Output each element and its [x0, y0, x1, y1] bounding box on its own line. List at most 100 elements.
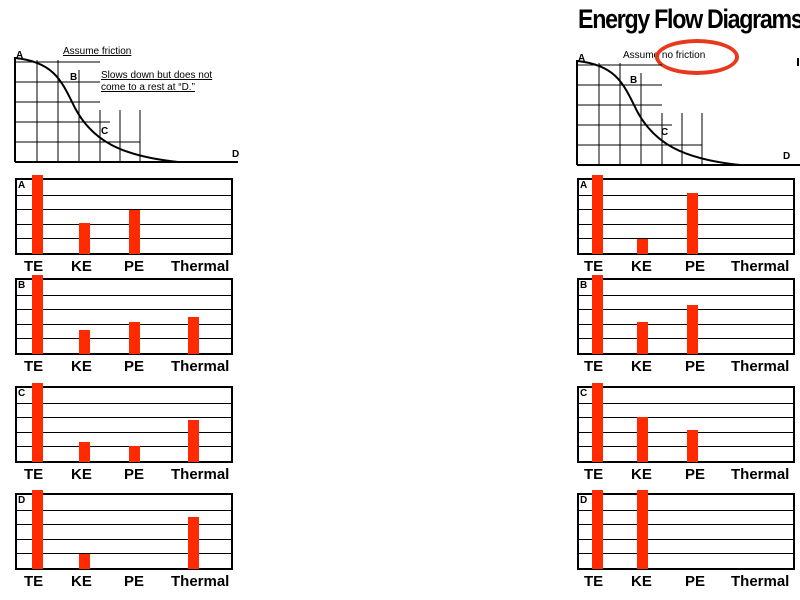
- chart-gridline: [17, 510, 231, 511]
- axis-label-te: TE: [24, 358, 44, 375]
- chart-gridline: [579, 524, 793, 525]
- axis-label-thermal: Thermal: [171, 573, 230, 590]
- chart-gridline: [579, 417, 793, 418]
- edge-fragment: [797, 58, 799, 66]
- energy-bar-te: [592, 275, 603, 354]
- axis-label-ke: KE: [71, 258, 92, 275]
- chart-gridline: [17, 195, 231, 196]
- energy-bar-pe: [687, 193, 698, 254]
- axis-label-ke: KE: [71, 466, 92, 483]
- axis-label-thermal: Thermal: [171, 358, 230, 375]
- energy-bar-pe: [129, 446, 140, 462]
- axis-label-thermal: Thermal: [731, 358, 790, 375]
- chart-gridline: [579, 324, 793, 325]
- axis-label-te: TE: [584, 466, 604, 483]
- axis-label-ke: KE: [71, 573, 92, 590]
- left-point-b-label: B: [70, 72, 78, 83]
- energy-bar-te: [592, 383, 603, 462]
- chart-gridline: [579, 510, 793, 511]
- right-point-d-label: D: [783, 151, 791, 162]
- energy-bar-thermal: [188, 420, 199, 462]
- axis-label-te: TE: [584, 358, 604, 375]
- energy-bar-te: [32, 175, 43, 254]
- axis-label-pe: PE: [685, 573, 706, 590]
- axis-label-te: TE: [584, 573, 604, 590]
- axis-label-thermal: Thermal: [731, 573, 790, 590]
- axis-label-ke: KE: [631, 573, 652, 590]
- chart-letter-label: A: [580, 180, 588, 191]
- chart-gridline: [579, 446, 793, 447]
- chart-gridline: [579, 209, 793, 210]
- right-point-b-label: B: [630, 75, 638, 86]
- right-track-curve: [576, 60, 741, 166]
- left-chart-a: [15, 178, 233, 255]
- chart-gridline: [579, 403, 793, 404]
- chart-gridline: [17, 309, 231, 310]
- energy-bar-ke: [637, 490, 648, 569]
- energy-bar-te: [592, 175, 603, 254]
- energy-bar-ke: [79, 330, 90, 354]
- energy-bar-thermal: [188, 317, 199, 354]
- axis-label-ke: KE: [631, 466, 652, 483]
- chart-gridline: [17, 417, 231, 418]
- axis-label-pe: PE: [124, 258, 145, 275]
- chart-gridline: [17, 553, 231, 554]
- left-track-curve: [14, 57, 179, 163]
- axis-label-pe: PE: [685, 258, 706, 275]
- energy-bar-ke: [637, 239, 648, 254]
- left-assumption: Assume friction: [63, 46, 132, 57]
- chart-gridline: [17, 539, 231, 540]
- left-point-d-label: D: [232, 149, 240, 160]
- energy-bar-te: [32, 383, 43, 462]
- chart-letter-label: C: [18, 388, 26, 399]
- axis-label-thermal: Thermal: [731, 466, 790, 483]
- chart-gridline: [17, 238, 231, 239]
- axis-label-thermal: Thermal: [171, 466, 230, 483]
- energy-bar-pe: [687, 430, 698, 462]
- left-note-line1: Slows down but does not: [101, 70, 213, 81]
- right-chart-b: [577, 278, 795, 355]
- left-note-line2: come to a rest at “D.”: [101, 82, 195, 93]
- page-title: Energy Flow Diagrams: [578, 4, 800, 34]
- chart-gridline: [579, 432, 793, 433]
- axis-label-te: TE: [584, 258, 604, 275]
- axis-label-te: TE: [24, 258, 44, 275]
- energy-bar-te: [32, 490, 43, 569]
- chart-gridline: [579, 238, 793, 239]
- chart-gridline: [17, 209, 231, 210]
- chart-gridline: [17, 432, 231, 433]
- right-point-c-label: C: [661, 127, 669, 138]
- chart-gridline: [579, 295, 793, 296]
- right-chart-c: [577, 386, 795, 463]
- axis-label-ke: KE: [631, 258, 652, 275]
- chart-gridline: [17, 524, 231, 525]
- energy-bar-pe: [687, 305, 698, 354]
- chart-gridline: [579, 224, 793, 225]
- energy-bar-pe: [129, 322, 140, 354]
- energy-bar-te: [32, 275, 43, 354]
- right-point-a-label: A: [578, 53, 586, 64]
- chart-letter-label: A: [18, 180, 26, 191]
- chart-letter-label: B: [18, 280, 26, 291]
- axis-label-ke: KE: [631, 358, 652, 375]
- axis-label-te: TE: [24, 466, 44, 483]
- axis-label-pe: PE: [685, 358, 706, 375]
- left-point-c-label: C: [101, 126, 109, 137]
- chart-gridline: [17, 295, 231, 296]
- axis-label-pe: PE: [685, 466, 706, 483]
- energy-bar-ke: [79, 554, 90, 569]
- energy-bar-ke: [79, 223, 90, 254]
- energy-bar-te: [592, 490, 603, 569]
- right-chart-d: [577, 493, 795, 570]
- axis-label-ke: KE: [71, 358, 92, 375]
- chart-gridline: [17, 403, 231, 404]
- chart-gridline: [579, 338, 793, 339]
- energy-bar-pe: [129, 210, 140, 254]
- chart-gridline: [579, 553, 793, 554]
- axis-label-thermal: Thermal: [171, 258, 230, 275]
- energy-bar-ke: [637, 417, 648, 462]
- chart-gridline: [579, 309, 793, 310]
- right-assumption-prefix: Assume: [623, 50, 662, 61]
